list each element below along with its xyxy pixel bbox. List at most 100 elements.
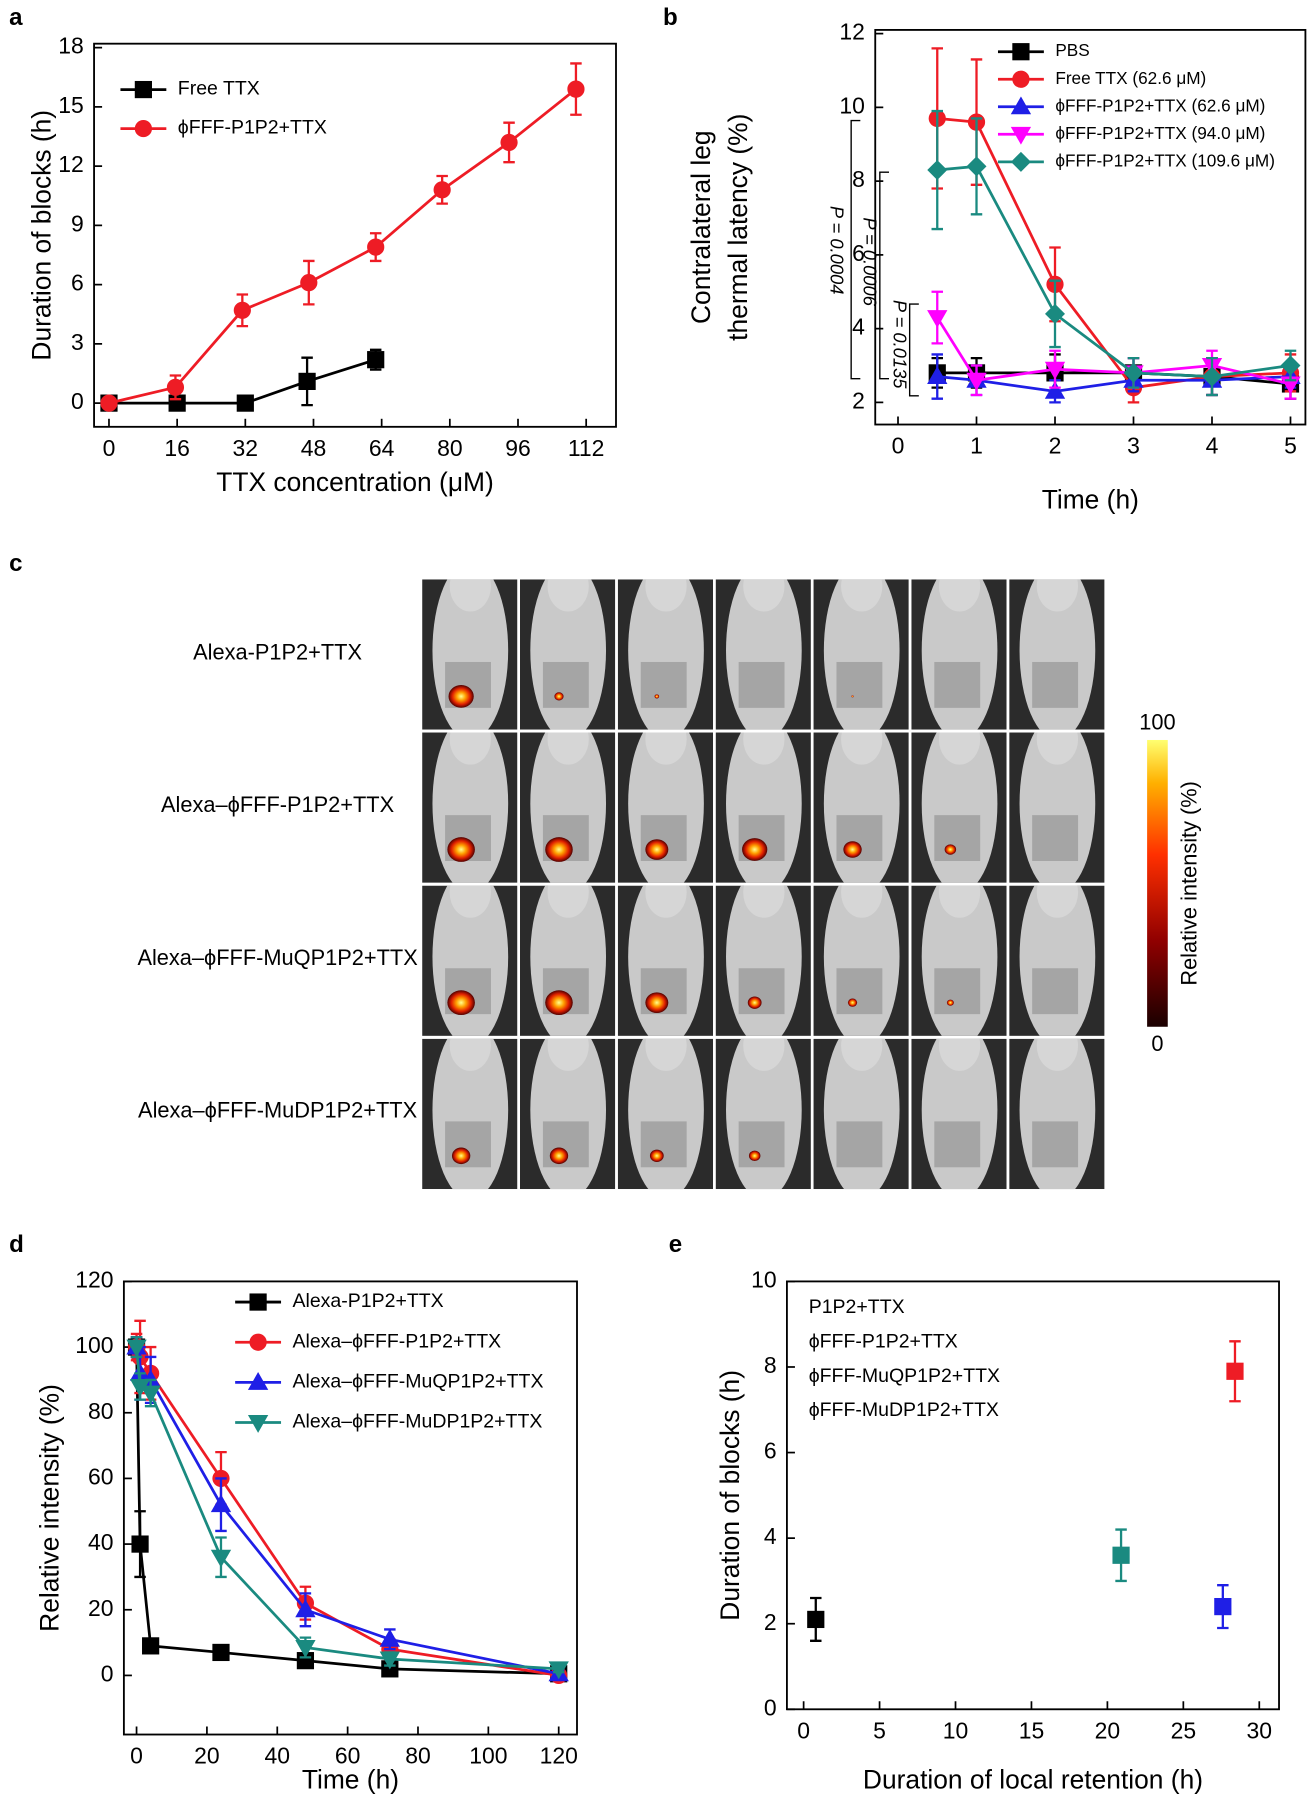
x-tick-label: 15 (1019, 1717, 1045, 1743)
legend-label: P1P2+TTX (809, 1296, 905, 1318)
mouse-image (715, 885, 811, 1036)
mouse-head (449, 1038, 491, 1071)
data-point (1202, 366, 1222, 387)
fluorescence (645, 839, 669, 860)
row-label: Alexa–ϕFFF-P1P2+TTX (161, 792, 395, 817)
data-point (966, 156, 987, 177)
x-tick-label: 112 (568, 435, 605, 461)
legend-marker (1010, 96, 1032, 115)
mouse-image (715, 732, 811, 883)
shaved-area (542, 661, 589, 708)
mouse-head (743, 579, 785, 612)
x-tick-label: 0 (103, 435, 116, 461)
x-tick-label: 48 (301, 435, 327, 461)
shaved-area (934, 661, 981, 708)
mouse-image (617, 1038, 714, 1190)
mouse-image (1009, 1038, 1105, 1190)
significance-bracket (908, 303, 919, 397)
data-point (1045, 303, 1065, 324)
mouse-head (645, 579, 687, 612)
panel-label: a (9, 4, 23, 31)
series-line (108, 88, 577, 405)
mouse-image (422, 579, 518, 730)
data-point (807, 1610, 825, 1629)
data-point (1214, 1597, 1232, 1616)
data-point (140, 1385, 161, 1404)
fluorescence (549, 1147, 569, 1165)
y-tick-label: 4 (764, 1523, 777, 1549)
shaved-area (934, 968, 981, 1015)
p-value: P = 0.0004 (826, 206, 847, 295)
x-tick-label: 0 (892, 433, 905, 459)
x-tick-label: 120 (540, 1743, 578, 1769)
data-point (168, 394, 186, 412)
data-point (1044, 380, 1066, 399)
row-label: Alexa–ϕFFF-MuDP1P2+TTX (138, 1097, 418, 1122)
mouse-head (547, 579, 589, 612)
fluorescence (944, 844, 957, 855)
shaved-area (836, 1121, 883, 1168)
colorbar-tick-label: 0 (1151, 1031, 1163, 1056)
x-axis-label: Duration of local retention (h) (863, 1765, 1203, 1795)
legend-label: Alexa-P1P2+TTX (293, 1290, 444, 1312)
mouse-image (911, 885, 1007, 1036)
data-point (548, 1661, 569, 1680)
legend-label: Alexa–ϕFFF-MuDP1P2+TTX (293, 1411, 543, 1433)
legend-label: ϕFFF-P1P2+TTX (809, 1330, 958, 1352)
plot-frame (786, 1280, 1280, 1711)
mouse-image (519, 1038, 616, 1190)
series-line (937, 375, 1291, 393)
x-axis-label: Time (h) (1042, 484, 1139, 514)
mouse-head (938, 885, 981, 918)
mouse-image (422, 732, 518, 883)
mouse-head (547, 885, 589, 918)
y-tick-label: 12 (58, 151, 84, 177)
mouse-head (1036, 885, 1079, 918)
mouse-head (841, 1038, 883, 1071)
x-tick-label: 16 (164, 435, 190, 461)
x-tick-label: 2 (1049, 433, 1062, 459)
data-point (379, 1651, 401, 1670)
y-axis-label: Relative intensity (%) (35, 1384, 65, 1632)
y-tick-label: 0 (101, 1660, 114, 1686)
x-tick-label: 20 (1095, 1717, 1121, 1743)
x-tick-label: 0 (130, 1743, 143, 1769)
x-tick-label: 96 (505, 435, 531, 461)
y-tick-label: 0 (764, 1694, 777, 1720)
y-axis-label: Duration of blocks (h) (715, 1370, 745, 1621)
series-line (937, 164, 1291, 378)
shaved-area (1032, 661, 1079, 708)
fluorescence (448, 685, 474, 708)
legend-marker (249, 1333, 267, 1351)
shaved-area (1032, 968, 1079, 1015)
data-point (300, 274, 318, 292)
data-point (142, 1637, 160, 1655)
mouse-head (938, 1038, 981, 1071)
fluorescence (447, 837, 475, 862)
y-tick-label: 8 (852, 166, 865, 192)
data-point (1123, 362, 1144, 383)
y-tick-label: 20 (88, 1595, 114, 1621)
data-point (966, 372, 987, 391)
mouse-head (743, 1038, 785, 1071)
data-point (1112, 1546, 1130, 1564)
data-point (295, 1640, 316, 1658)
shaved-area (738, 661, 785, 708)
mouse-image (617, 885, 714, 1036)
data-point (927, 160, 948, 181)
x-tick-label: 20 (194, 1743, 220, 1769)
mouse-image (813, 579, 909, 730)
x-tick-label: 100 (469, 1743, 507, 1769)
mouse-image (1009, 579, 1105, 730)
mouse-head (547, 732, 589, 765)
colorbar (1147, 739, 1168, 1027)
legend-marker (249, 1293, 267, 1311)
legend-label: ϕFFF-P1P2+TTX (178, 117, 327, 139)
fluorescence (742, 838, 768, 861)
mouse-image (422, 1038, 518, 1190)
data-point (500, 133, 518, 152)
shaved-area (836, 968, 883, 1015)
panel-label: d (9, 1231, 24, 1258)
y-tick-label: 3 (71, 329, 84, 355)
y-tick-label: 9 (71, 210, 84, 236)
